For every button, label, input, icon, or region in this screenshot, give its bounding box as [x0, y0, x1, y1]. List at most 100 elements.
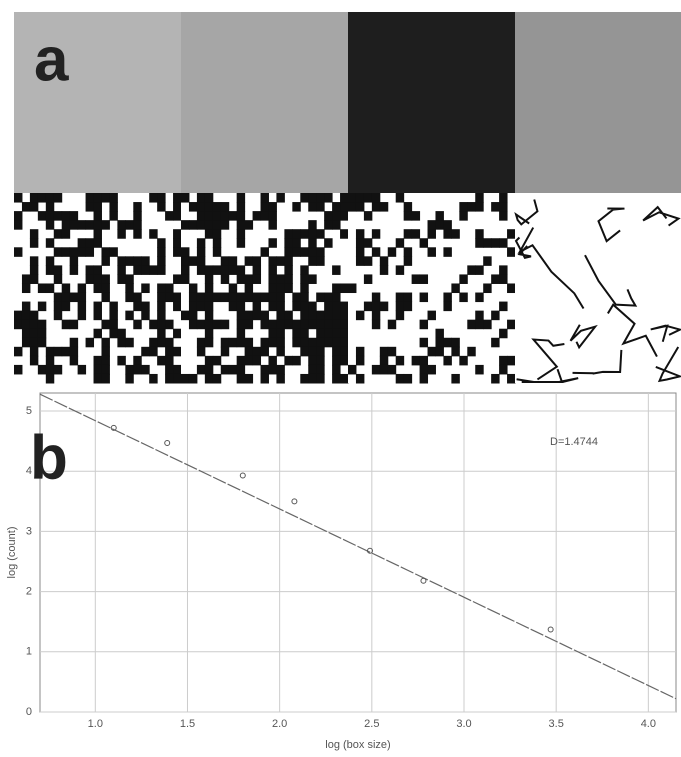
binary-cell [404, 302, 412, 312]
binary-cell [340, 356, 348, 366]
binary-cell [94, 229, 102, 239]
binary-cell [300, 302, 308, 312]
binary-cell [229, 256, 237, 266]
binary-cell [356, 374, 364, 384]
binary-cell [94, 311, 102, 321]
binary-cell [22, 302, 30, 312]
binary-cell [86, 238, 94, 248]
binary-cell [62, 320, 70, 330]
binary-cell [30, 229, 38, 239]
binary-cell [86, 193, 94, 203]
binary-cell [420, 320, 428, 330]
binary-cell [308, 338, 316, 348]
binary-cell [197, 320, 205, 330]
binary-cell [94, 211, 102, 221]
binary-cell [372, 229, 380, 239]
binary-cell [332, 356, 340, 366]
binary-cell [404, 202, 412, 212]
binary-cell [308, 238, 316, 248]
figure: a 1.01.52.02.53.03.54.0012345D=1.4744log… [0, 0, 681, 752]
binary-cell [173, 193, 181, 203]
x-axis-label: log (box size) [325, 739, 390, 751]
binary-cell [292, 302, 300, 312]
binary-cell [181, 247, 189, 257]
binary-cell [205, 320, 213, 330]
binary-cell [38, 283, 46, 293]
binary-cell [197, 256, 205, 266]
binary-cell [499, 329, 507, 339]
binary-cell [133, 320, 141, 330]
binary-cell [189, 302, 197, 312]
binary-cell [173, 365, 181, 375]
binary-cell [109, 211, 117, 221]
binary-cell [292, 293, 300, 303]
binary-cell [62, 347, 70, 357]
binary-cell [165, 211, 173, 221]
binary-cell [237, 293, 245, 303]
binary-cell [221, 265, 229, 275]
binary-cell [205, 229, 213, 239]
binary-cell [372, 302, 380, 312]
binary-cell [316, 356, 324, 366]
binary-cell [396, 238, 404, 248]
binary-cell [308, 356, 316, 366]
binary-cell [253, 302, 261, 312]
binary-cell [189, 256, 197, 266]
binary-cell [141, 256, 149, 266]
binary-cell [237, 238, 245, 248]
binary-cell [396, 293, 404, 303]
binary-cell [101, 356, 109, 366]
binary-cell [181, 265, 189, 275]
binary-cell [356, 311, 364, 321]
binary-cell [221, 256, 229, 266]
binary-cell [125, 256, 133, 266]
binary-cell [54, 347, 62, 357]
binary-cell [189, 220, 197, 230]
binary-cell [499, 365, 507, 375]
binary-cell [300, 329, 308, 339]
binary-cell [197, 238, 205, 248]
binary-cell [332, 265, 340, 275]
binary-cell [229, 338, 237, 348]
binary-cell [157, 329, 165, 339]
binary-cell [54, 311, 62, 321]
binary-cell [388, 365, 396, 375]
binary-cell [261, 202, 269, 212]
binary-cell [396, 311, 404, 321]
binary-cell [284, 283, 292, 293]
binary-cell [141, 283, 149, 293]
binary-cell [261, 211, 269, 221]
binary-cell [340, 202, 348, 212]
binary-cell [428, 311, 436, 321]
binary-cell [157, 283, 165, 293]
binary-cell [396, 374, 404, 384]
binary-cell [324, 320, 332, 330]
binary-cell [332, 374, 340, 384]
binary-cell [205, 374, 213, 384]
binary-cell [22, 202, 30, 212]
binary-cell [54, 293, 62, 303]
binary-cell [30, 238, 38, 248]
binary-cell [491, 238, 499, 248]
binary-cell [332, 220, 340, 230]
binary-cell [237, 365, 245, 375]
binary-cell [300, 374, 308, 384]
binary-cell [499, 356, 507, 366]
binary-cell [380, 265, 388, 275]
binary-cell [340, 374, 348, 384]
binary-cell [245, 374, 253, 384]
binary-cell [54, 229, 62, 239]
binary-cell [388, 347, 396, 357]
binary-cell [213, 320, 221, 330]
binary-cell [268, 211, 276, 221]
binary-cell [197, 193, 205, 203]
binary-cell [125, 220, 133, 230]
binary-cell [125, 365, 133, 375]
binary-cell [300, 283, 308, 293]
binary-cell [443, 338, 451, 348]
binary-cell [54, 274, 62, 284]
binary-cell [491, 274, 499, 284]
binary-cell [101, 365, 109, 375]
binary-cell [46, 265, 54, 275]
binary-cell [276, 347, 284, 357]
